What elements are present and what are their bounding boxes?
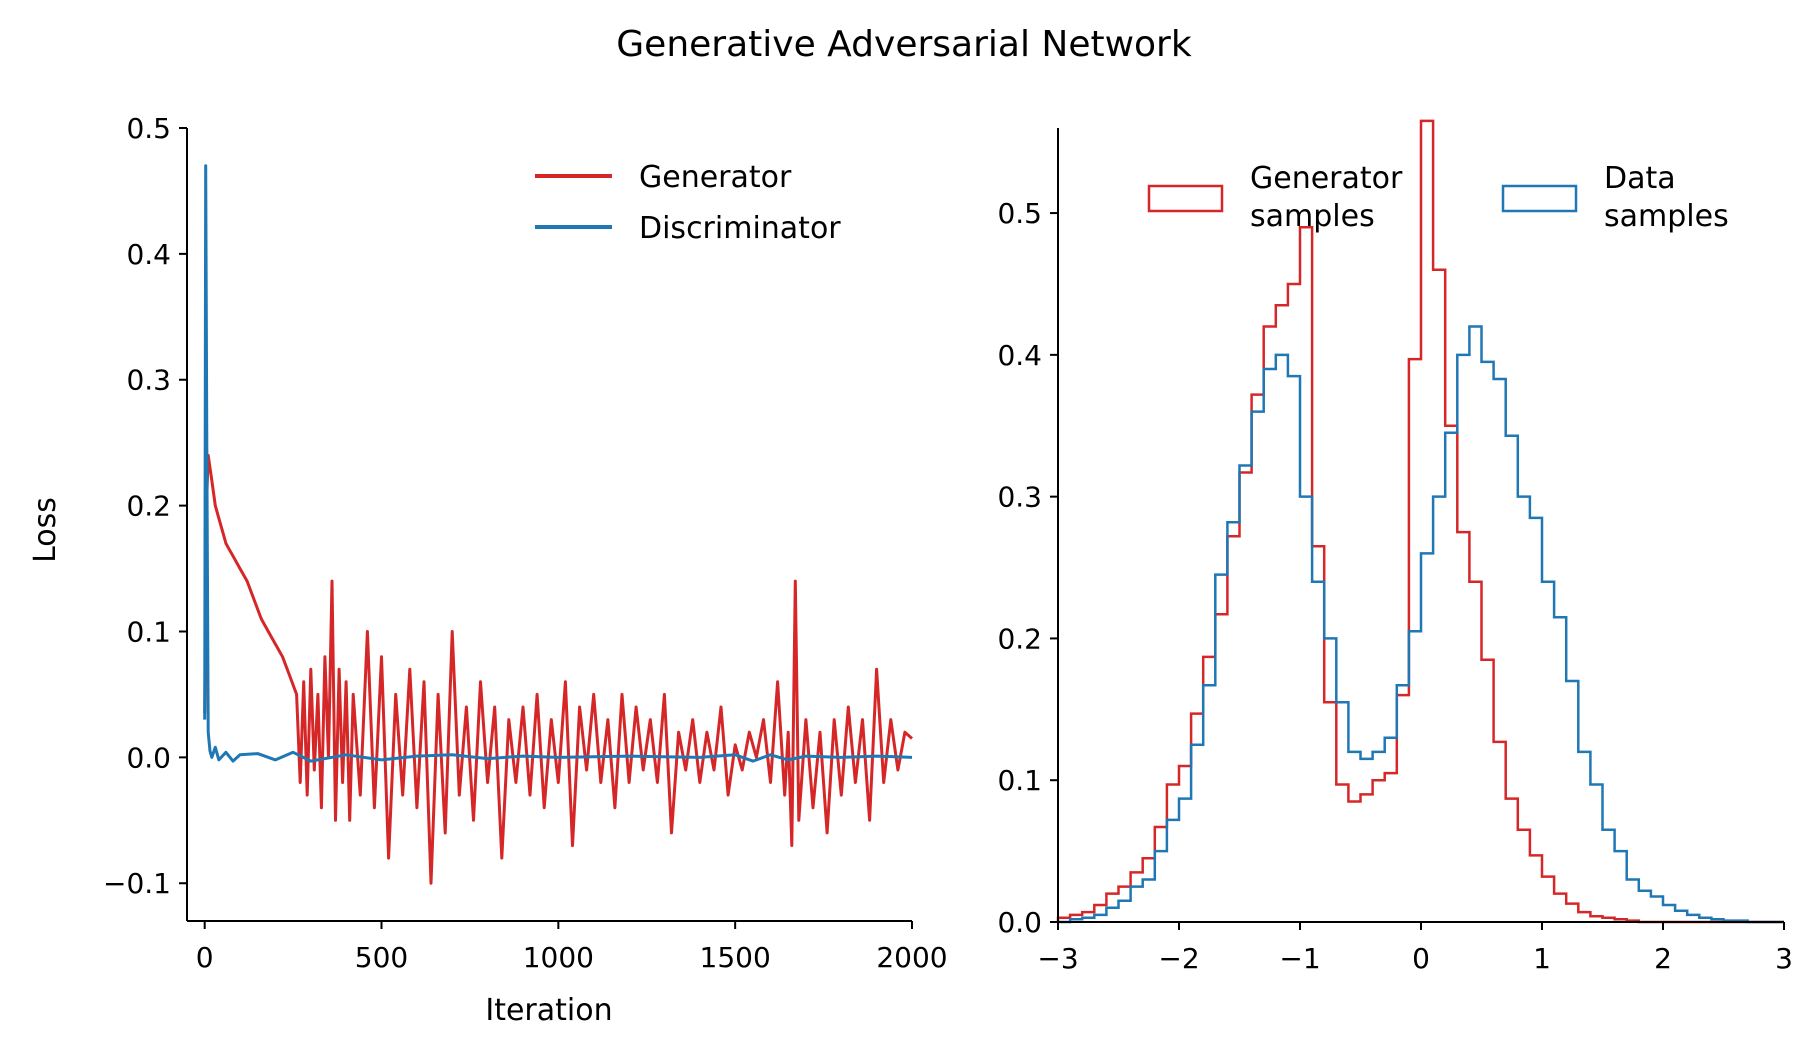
loss-y-tick-label: 0.2 (126, 490, 171, 523)
hist-x-tick-label: 1 (1533, 942, 1551, 975)
hist-legend: Generator samples Data samples (1147, 161, 1729, 234)
loss-series-generator-line (203, 453, 913, 885)
loss-legend: Generator Discriminator (535, 160, 841, 246)
loss-x-tick-label: 1500 (700, 941, 771, 974)
loss-x-tick-label: 1000 (523, 941, 594, 974)
loss-x-tick-label: 500 (355, 941, 408, 974)
legend-generator-label: Generator (639, 160, 792, 195)
hist-x-tick-label: −2 (1158, 942, 1199, 975)
hist-y-tick-label: 0.1 (997, 764, 1042, 797)
hist-x-tick-label: 0 (1412, 942, 1430, 975)
figure-title: Generative Adversarial Network (616, 24, 1192, 65)
legend-generator-samples-label-line1: Generator (1250, 161, 1403, 196)
loss-y-tick-label: 0.5 (126, 112, 171, 145)
legend-data-samples-label-line2: samples (1604, 199, 1729, 234)
loss-ticks: 0 500 1000 1500 2000 −0.1 0.0 0.1 0.2 0.3 0.4 0.5 (103, 112, 948, 974)
loss-y-tick-label: 0.3 (126, 364, 171, 397)
loss-y-tick-label: −0.1 (103, 867, 171, 900)
hist-y-tick-label: 0.0 (997, 906, 1042, 939)
hist-series-generator-samples-step (1056, 119, 1784, 924)
loss-y-tick-label: 0.4 (126, 238, 171, 271)
loss-series-group (203, 164, 913, 885)
hist-y-tick-label: 0.4 (997, 339, 1042, 372)
hist-y-tick-label: 0.2 (997, 622, 1042, 655)
hist-ticks: −3 −2 −1 0 1 2 3 0.0 0.1 0.2 0.3 0.4 0.5 (997, 197, 1792, 975)
hist-x-tick-label: −3 (1037, 942, 1078, 975)
histogram-series-group (1056, 119, 1784, 924)
legend-discriminator-label: Discriminator (639, 211, 841, 246)
hist-series-data-samples-step (1058, 325, 1784, 924)
loss-series-discriminator-line (203, 164, 913, 763)
legend-data-samples-label-line1: Data (1604, 161, 1676, 196)
legend-generator-samples-label-line2: samples (1250, 199, 1375, 234)
loss-x-label: Iteration (485, 993, 612, 1028)
loss-y-tick-label: 0.0 (126, 741, 171, 774)
loss-y-tick-label: 0.1 (126, 615, 171, 648)
hist-x-tick-label: −1 (1279, 942, 1320, 975)
hist-x-tick-label: 3 (1775, 942, 1793, 975)
loss-x-tick-label: 0 (196, 941, 214, 974)
loss-chart: 0 500 1000 1500 2000 −0.1 0.0 0.1 0.2 0.3 0.4 0.5 I… (28, 112, 948, 1028)
hist-y-tick-label: 0.5 (997, 197, 1042, 230)
legend-generator-samples-swatch (1147, 184, 1224, 213)
loss-y-label: Loss (28, 497, 63, 563)
hist-x-tick-label: 2 (1654, 942, 1672, 975)
loss-x-tick-label: 2000 (876, 941, 947, 974)
hist-y-tick-label: 0.3 (997, 481, 1042, 514)
samples-histogram: −3 −2 −1 0 1 2 3 0.0 0.1 0.2 0.3 0.4 0.5 Generator s… (997, 119, 1793, 975)
legend-data-samples-swatch (1501, 184, 1578, 213)
